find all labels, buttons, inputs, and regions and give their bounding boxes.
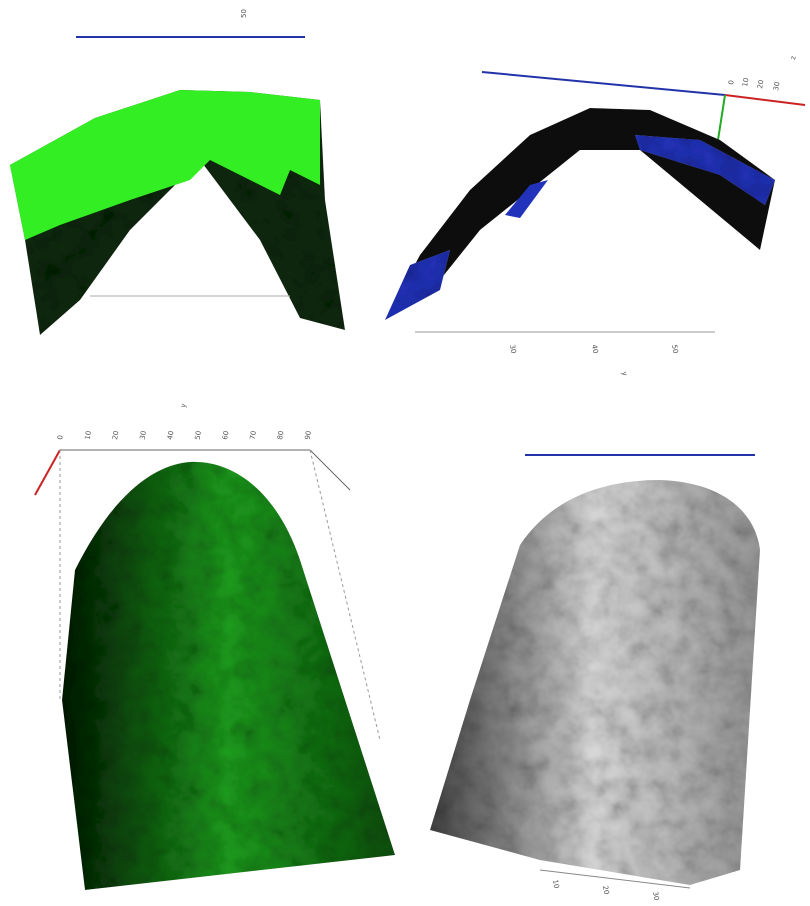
axis-label: 0 [727,80,736,86]
axis-label: y [179,403,188,408]
axis-label: 20 [111,430,120,440]
axis-label: 50 [194,430,203,440]
axis-label: 40 [166,430,175,440]
axis [718,95,725,140]
axis-label: 90 [304,430,313,440]
axis-label: 60 [221,430,230,440]
panel-bottom-right: 10 20 30 [430,455,760,901]
panel-top-left: 50 [10,9,345,335]
axis-label: 40 [590,344,599,354]
axis-label: 80 [276,430,285,440]
panel-bottom-left: 0 10 20 30 40 50 60 70 80 90 y [35,403,395,890]
axis-label: y [620,371,629,376]
axis-label: 70 [249,430,258,440]
axis-label: z [789,55,798,60]
axis-label: 30 [508,344,517,354]
figure: 50 0 10 20 30 z 30 40 50 y 0 10 20 30 40 50 60… [0,0,810,902]
axis-label: 30 [139,430,148,440]
surface [385,108,775,320]
axis [310,450,350,490]
axis-label: 10 [741,77,750,87]
panel-top-right: 0 10 20 30 z 30 40 50 y [385,55,805,376]
axis-label: 20 [601,885,610,895]
axis-label: 20 [756,79,765,89]
axis [35,450,60,495]
axis-label: 0 [56,435,65,441]
axis-label: 30 [651,891,660,901]
axis-label: 50 [670,344,679,354]
cylinder [62,462,395,890]
axis-label: 50 [240,9,248,18]
axis-label: 30 [772,81,781,91]
axis [482,72,725,95]
cylinder [430,480,760,885]
axis-label: 10 [551,879,560,889]
axis-label: 10 [84,430,93,440]
axis [725,95,805,105]
